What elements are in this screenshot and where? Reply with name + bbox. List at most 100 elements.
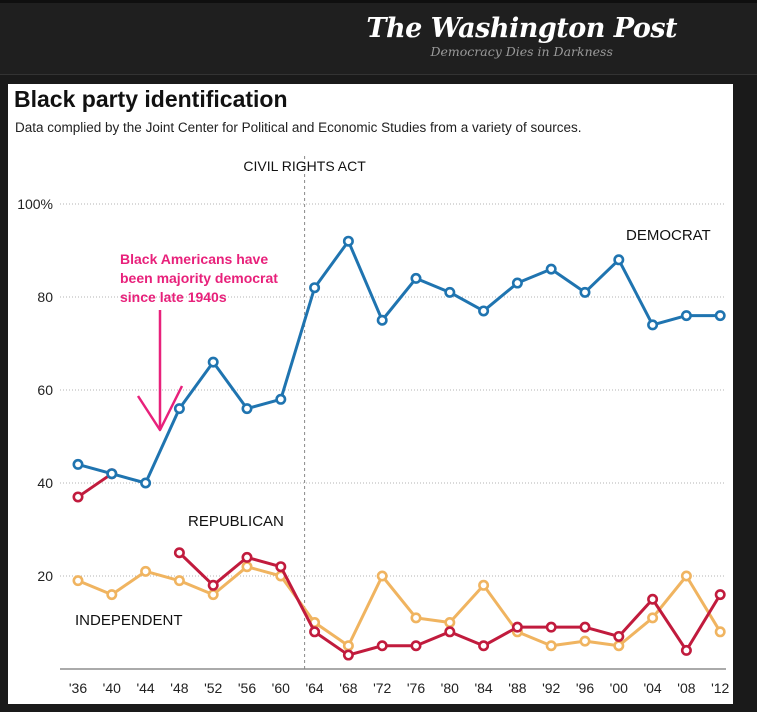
y-tick-label: 20	[37, 568, 53, 584]
x-tick-label: '40	[103, 680, 121, 696]
x-tick-label: '04	[643, 680, 661, 696]
data-point	[410, 272, 422, 284]
x-tick-label: '72	[373, 680, 391, 696]
data-point	[714, 626, 726, 638]
data-point	[309, 626, 321, 638]
data-point	[478, 640, 490, 652]
data-point	[241, 403, 253, 415]
data-point	[579, 621, 591, 633]
y-tick-label: 40	[37, 475, 53, 491]
data-point	[173, 547, 185, 559]
data-point	[173, 575, 185, 587]
data-point	[376, 314, 388, 326]
democrat-label: DEMOCRAT	[626, 227, 711, 244]
chart-card: Black party identification Data complied…	[8, 84, 733, 704]
y-tick-label: 80	[37, 289, 53, 305]
x-tick-label: '88	[508, 680, 526, 696]
x-tick-label: '96	[576, 680, 594, 696]
data-point	[511, 277, 523, 289]
x-tick-label: '12	[711, 680, 729, 696]
data-point	[680, 310, 692, 322]
data-point	[207, 589, 219, 601]
data-point	[647, 593, 659, 605]
x-tick-label: '56	[238, 680, 256, 696]
data-point	[275, 561, 287, 573]
series-line	[178, 551, 722, 657]
data-point	[613, 640, 625, 652]
data-point	[579, 286, 591, 298]
brand-tagline: Democracy Dies in Darkness	[430, 44, 613, 59]
independent-label: INDEPENDENT	[75, 612, 183, 629]
y-tick-label: 100%	[17, 196, 53, 212]
x-tick-label: '00	[610, 680, 628, 696]
x-tick-label: '64	[305, 680, 323, 696]
site-header: The Washington Post Democracy Dies in Da…	[0, 0, 757, 75]
data-point	[241, 551, 253, 563]
x-tick-label: '80	[441, 680, 459, 696]
data-point	[545, 621, 557, 633]
series-line	[77, 472, 113, 499]
data-point	[545, 263, 557, 275]
x-tick-label: '76	[407, 680, 425, 696]
data-point	[342, 649, 354, 661]
data-point	[444, 286, 456, 298]
data-point	[714, 589, 726, 601]
data-point	[647, 319, 659, 331]
data-point	[275, 393, 287, 405]
annotation-arrow-head	[136, 385, 184, 432]
annotation-text: since late 1940s	[120, 289, 227, 305]
x-tick-label: '44	[136, 680, 154, 696]
data-point	[241, 561, 253, 573]
y-tick-label: 60	[37, 382, 53, 398]
data-point	[444, 626, 456, 638]
series-democrat	[72, 235, 726, 489]
data-point	[207, 579, 219, 591]
brand-logo[interactable]: The Washington Post Democracy Dies in Da…	[366, 14, 677, 60]
data-point	[173, 403, 185, 415]
line-chart: 20 40 60 80 100% '36 '40 '44 '48 '52 '56 '60 '64 '68 '…	[17, 156, 730, 696]
data-point	[478, 305, 490, 317]
data-point	[714, 310, 726, 322]
data-point	[376, 640, 388, 652]
x-tick-label: '48	[170, 680, 188, 696]
data-point	[579, 635, 591, 647]
data-point	[342, 235, 354, 247]
series-line	[77, 565, 722, 648]
x-tick-label: '60	[272, 680, 290, 696]
brand-name: The Washington Post	[366, 13, 677, 44]
data-point	[680, 644, 692, 656]
data-point	[72, 458, 84, 470]
series-independent	[72, 561, 726, 652]
annotation-text: been majority democrat	[120, 270, 278, 286]
data-point	[72, 491, 84, 503]
data-point	[680, 570, 692, 582]
header-edge	[0, 0, 757, 3]
chart-subtitle: Data complied by the Joint Center for Po…	[15, 120, 582, 135]
data-point	[545, 640, 557, 652]
data-point	[207, 356, 219, 368]
x-tick-label: '92	[542, 680, 560, 696]
x-tick-label: '36	[69, 680, 87, 696]
x-tick-label: '52	[204, 680, 222, 696]
x-tick-label: '68	[339, 680, 357, 696]
data-point	[342, 640, 354, 652]
data-point	[106, 468, 118, 480]
data-point	[410, 640, 422, 652]
republican-label: REPUBLICAN	[188, 513, 284, 530]
data-point	[106, 589, 118, 601]
civil-rights-act-label: CIVIL RIGHTS ACT	[243, 158, 366, 174]
data-point	[140, 477, 152, 489]
annotation-text: Black Americans have	[120, 251, 268, 267]
data-point	[613, 630, 625, 642]
data-point	[511, 621, 523, 633]
data-point	[647, 612, 659, 624]
series-republican	[72, 468, 726, 661]
series-line	[77, 239, 721, 485]
x-tick-label: '84	[474, 680, 492, 696]
data-point	[613, 254, 625, 266]
data-point	[72, 575, 84, 587]
data-point	[140, 565, 152, 577]
data-point	[478, 579, 490, 591]
x-tick-label: '08	[677, 680, 695, 696]
data-point	[376, 570, 388, 582]
